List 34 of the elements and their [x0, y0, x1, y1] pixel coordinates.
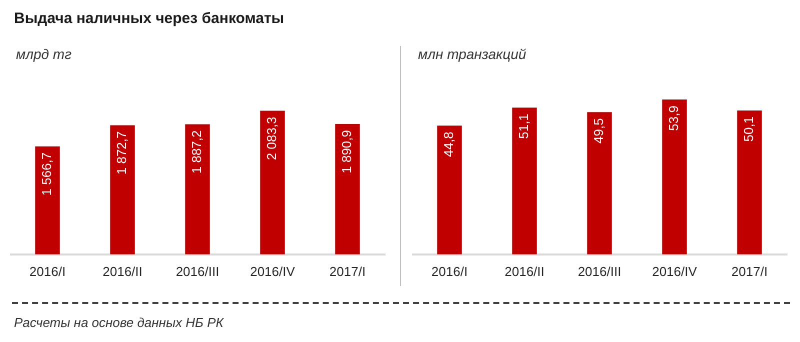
text: Расчеты на основе данных НБ РК	[14, 315, 224, 330]
x-tick-label: 2016/I	[29, 264, 66, 279]
y-axis-title: млрд тг	[16, 46, 72, 62]
x-tick-label: 2017/I	[731, 264, 768, 279]
bar	[512, 108, 537, 254]
bar	[260, 110, 285, 254]
x-tick-label: 2016/III	[176, 264, 220, 279]
bar	[662, 100, 687, 254]
data-label: 51,1	[516, 114, 532, 139]
bar	[737, 110, 762, 254]
chart-title: Выдача наличных через банкоматы	[14, 10, 284, 27]
data-label: 1 887,2	[189, 130, 204, 174]
y-axis-title: млн транзакций	[418, 46, 526, 62]
x-tick-label: 2016/IV	[250, 264, 296, 279]
data-label: 44,8	[441, 132, 456, 157]
data-label: 49,5	[591, 118, 606, 144]
bar	[110, 125, 135, 254]
bar	[587, 112, 612, 254]
x-tick-label: 2016/III	[578, 264, 622, 279]
x-tick-label: 2016/II	[504, 264, 544, 279]
data-label: 1 566,7	[39, 152, 54, 196]
bar	[335, 124, 360, 254]
data-label: 53,9	[666, 106, 682, 131]
x-tick-label: 2016/II	[102, 264, 142, 279]
x-tick-label: 2017/I	[329, 264, 366, 279]
data-label: 50,1	[741, 116, 756, 142]
x-tick-label: 2016/IV	[652, 264, 698, 279]
data-label: 1 890,9	[339, 130, 354, 174]
data-label: 2 083,3	[264, 116, 280, 160]
bar	[437, 126, 462, 254]
bar	[185, 124, 210, 254]
x-tick-label: 2016/I	[431, 264, 468, 279]
data-label: 1 872,7	[114, 131, 130, 175]
bar	[35, 146, 60, 254]
